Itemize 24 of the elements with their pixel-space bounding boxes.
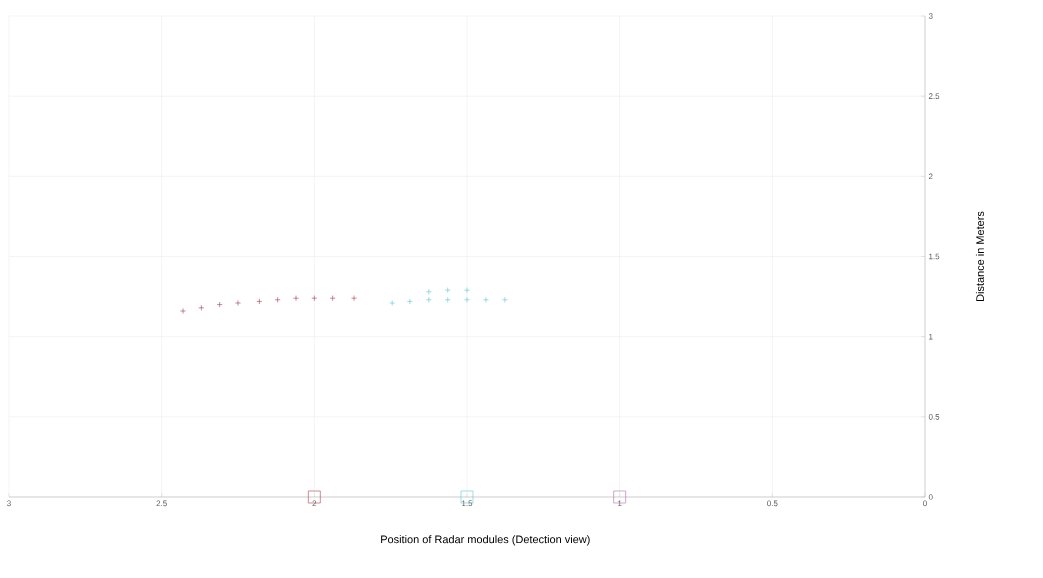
point — [389, 300, 396, 306]
point — [444, 296, 451, 303]
point — [329, 295, 336, 302]
point — [235, 300, 241, 306]
point — [464, 296, 470, 303]
point — [425, 288, 432, 295]
point — [351, 295, 357, 302]
point — [256, 298, 263, 305]
point — [444, 287, 451, 294]
point — [613, 490, 626, 504]
x-axis-title: Position of Radar modules (Detection view) — [381, 535, 590, 546]
y-axis-title: Distance in Meters — [975, 211, 984, 301]
point — [198, 304, 205, 311]
point — [180, 308, 186, 314]
point — [407, 298, 413, 305]
point — [464, 287, 470, 294]
point — [308, 490, 321, 504]
point — [501, 296, 508, 303]
point — [311, 295, 318, 302]
point — [483, 296, 489, 303]
point — [425, 296, 432, 303]
point — [216, 301, 223, 308]
point — [274, 296, 281, 303]
point — [293, 295, 299, 302]
